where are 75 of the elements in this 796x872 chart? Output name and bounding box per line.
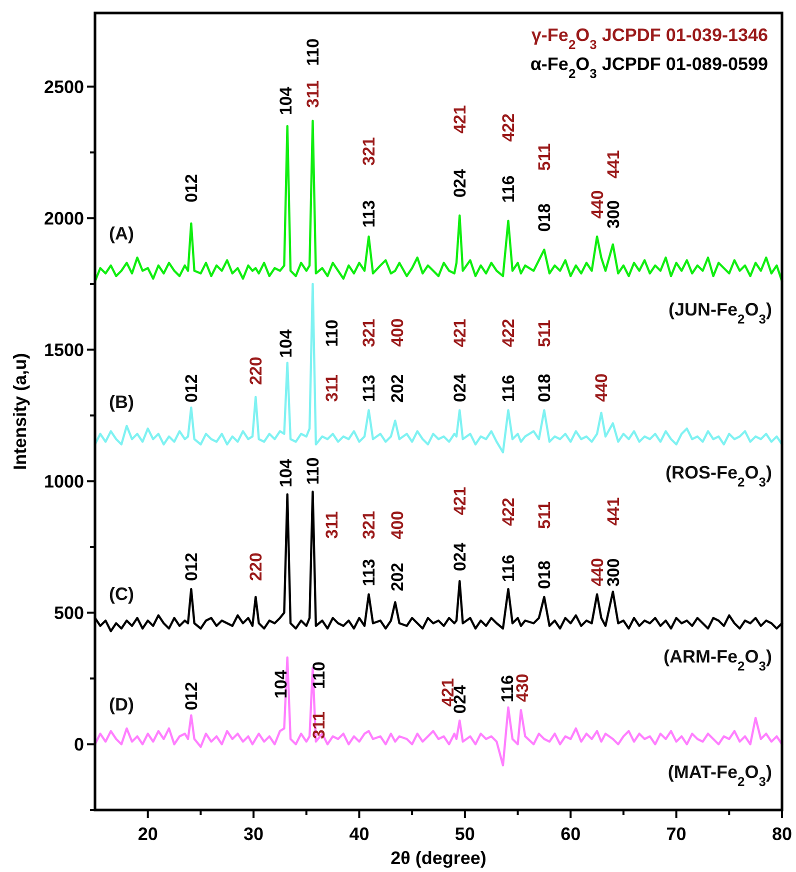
y-tick-label: 1000 [44,472,84,492]
annotation: 311 [322,511,342,539]
annotation: (B) [109,392,134,412]
x-tick-label: 20 [138,824,158,844]
series-label: (ROS-Fe$_{2}$O$_{3}$) [666,462,772,489]
annotation: γ-Fe$_{2}$O$_{3}$ JCPDF 01-039-1346 [531,25,768,52]
annotation: 104 [276,458,296,488]
annotation: 116 [499,554,518,582]
x-tick-label: 40 [349,824,370,844]
y-axis-title: Intensity (a,u) [10,352,30,470]
annotation: 421 [450,486,470,516]
annotation: 511 [535,502,554,529]
annotation: 400 [388,318,408,347]
annotation: 018 [535,560,554,589]
annotation: 321 [360,318,379,348]
annotation: 440 [592,373,612,402]
annotation: 113 [360,558,379,586]
annotation: (C) [109,584,134,604]
annotation: 311 [304,80,323,108]
annotation: 012 [182,174,202,202]
annotation: 422 [499,113,518,142]
x-tick-label: 50 [454,824,475,844]
annotation: 400 [388,510,408,540]
annotation: 202 [388,374,408,403]
annotation: α-Fe$_{2}$O$_{3}$ JCPDF 01-089-0599 [530,54,768,80]
annotation: 110 [304,457,323,485]
annotation: 110 [304,38,323,66]
x-tick-label: 80 [772,824,792,844]
y-tick-label: 2500 [44,76,84,97]
annotation: 012 [182,374,202,403]
annotation: 012 [182,552,202,582]
annotation: 116 [499,374,518,402]
annotation: 421 [450,105,470,134]
x-tick-label: 60 [560,824,581,844]
annotation: 220 [246,356,266,386]
annotation: 321 [360,137,379,166]
annotation: 441 [604,497,623,526]
y-tick-label: 500 [54,603,84,624]
annotation: 012 [182,682,202,710]
annotation: 311 [322,374,342,402]
y-tick-label: 2000 [44,208,84,228]
annotation: 024 [450,168,470,198]
annotation: 018 [535,374,554,402]
annotation: 421 [450,318,470,348]
annotation: 202 [388,562,408,592]
series-label: (JUN-Fe$_{2}$O$_{3}$) [668,299,772,326]
annotation: 116 [499,175,518,203]
annotation: 422 [499,318,518,348]
annotation: 104 [276,86,296,116]
annotation: 511 [535,143,554,171]
line-series [94,282,784,454]
x-axis-title: 2θ (degree) [390,848,486,868]
x-tick-label: 30 [244,824,264,844]
annotation: 321 [360,510,379,540]
annotation: 422 [499,498,518,526]
series-label: (ARM-Fe$_{2}$O$_{3}$) [664,646,772,674]
y-tick-label: 1500 [44,340,84,360]
annotation: (A) [109,224,134,244]
annotation: 110 [310,662,329,689]
series-label: (MAT-Fe$_{2}$O$_{3}$) [668,762,772,789]
annotation: 024 [450,373,470,402]
annotation: 311 [310,712,329,739]
annotation: 110 [322,319,342,347]
annotation: 113 [360,200,379,228]
annotation: 511 [535,320,554,348]
y-tick-label: 0 [74,734,84,755]
annotation: 104 [276,328,296,358]
x-tick-label: 70 [666,824,686,844]
annotation: (D) [109,694,134,714]
annotation: 441 [604,150,623,178]
annotation: 024 [450,542,470,572]
annotation: 104 [271,670,290,698]
annotation: 113 [360,374,379,402]
annotation: 018 [535,203,554,232]
annotation: 220 [246,552,266,581]
